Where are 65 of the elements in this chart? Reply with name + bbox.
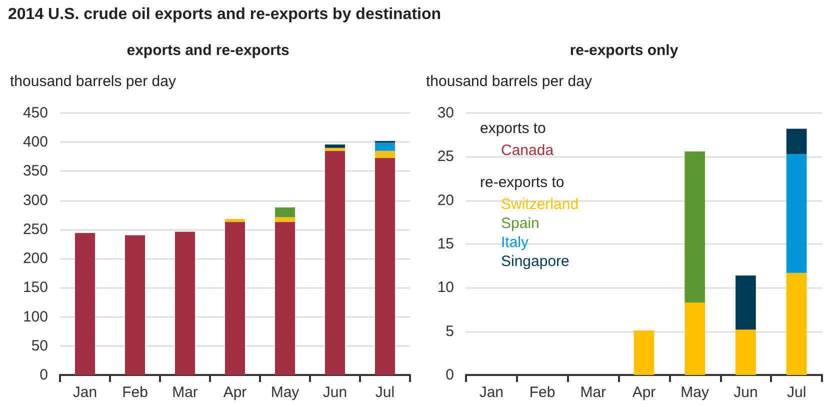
y-tick-label: 450: [22, 104, 48, 122]
x-tick-label: Apr: [632, 384, 656, 401]
y-tick-label: 150: [22, 279, 48, 296]
x-tick-label: Jun: [322, 384, 348, 401]
bar: [325, 148, 345, 151]
x-tick-label: Mar: [172, 384, 198, 401]
bar: [275, 222, 295, 375]
y-tick-label: 100: [22, 308, 48, 326]
x-tick-label: Jul: [375, 384, 395, 401]
chart-subtitle: exports and re-exports: [126, 42, 290, 59]
y-tick-label: 0: [446, 366, 454, 384]
chart-title: 2014 U.S. crude oil exports and re-exports by destination: [8, 6, 442, 24]
y-axis-title: thousand barrels per day: [10, 73, 176, 90]
y-tick-label: 5: [446, 322, 454, 340]
bar: [786, 272, 807, 375]
bar: [375, 142, 395, 151]
x-tick-label: May: [270, 384, 300, 401]
x-tick-label: Jan: [72, 384, 98, 401]
bar: [786, 154, 807, 273]
y-axis-title: thousand barrels per day: [426, 73, 592, 90]
text: Switzerland: [501, 196, 579, 213]
y-tick-label: 10: [437, 279, 454, 296]
bar: [325, 144, 345, 148]
bar: [175, 232, 195, 375]
text: Singapore: [501, 253, 570, 270]
x-tick-label: Feb: [122, 384, 148, 401]
legend-label: Canada: [501, 142, 554, 159]
bar: [684, 151, 706, 303]
y-tick-label: 20: [437, 192, 454, 209]
bar: [275, 217, 295, 222]
y-tick-label: 0: [40, 366, 48, 384]
x-tick-label: May: [680, 384, 710, 401]
annotation: exports to: [480, 120, 546, 137]
x-tick-label: Feb: [529, 384, 556, 401]
x-tick-label: Apr: [223, 384, 247, 401]
chart-title: re-exports only: [570, 42, 679, 59]
x-tick-label: Jun: [734, 384, 758, 401]
bar: [275, 207, 295, 218]
bar: [325, 150, 345, 375]
text: Italy: [501, 234, 530, 251]
x-tick-label: Jan: [479, 384, 504, 401]
y-tick-label: 25: [437, 148, 454, 166]
bar: [375, 158, 395, 375]
annotation: re-exports to: [480, 174, 564, 191]
x-tick-label: Mar: [580, 384, 606, 401]
y-tick-label: 200: [22, 250, 48, 268]
x-tick-label: Jul: [786, 384, 806, 401]
text: Spain: [501, 215, 540, 232]
bar: [225, 218, 245, 222]
y-tick-label: 15: [437, 236, 454, 252]
y-tick-label: 350: [22, 162, 48, 180]
bar: [75, 232, 95, 375]
bar: [225, 222, 245, 375]
bar: [736, 275, 756, 330]
y-tick-label: 300: [22, 192, 48, 209]
y-tick-label: 50: [31, 337, 48, 354]
bar: [125, 235, 145, 375]
y-tick-label: 30: [437, 104, 454, 122]
bar: [736, 330, 756, 375]
bar: [375, 150, 395, 158]
y-tick-label: 400: [22, 134, 48, 151]
bar: [634, 330, 654, 375]
bar: [786, 128, 807, 154]
bar: [684, 302, 706, 375]
y-tick-label: 250: [22, 220, 48, 238]
